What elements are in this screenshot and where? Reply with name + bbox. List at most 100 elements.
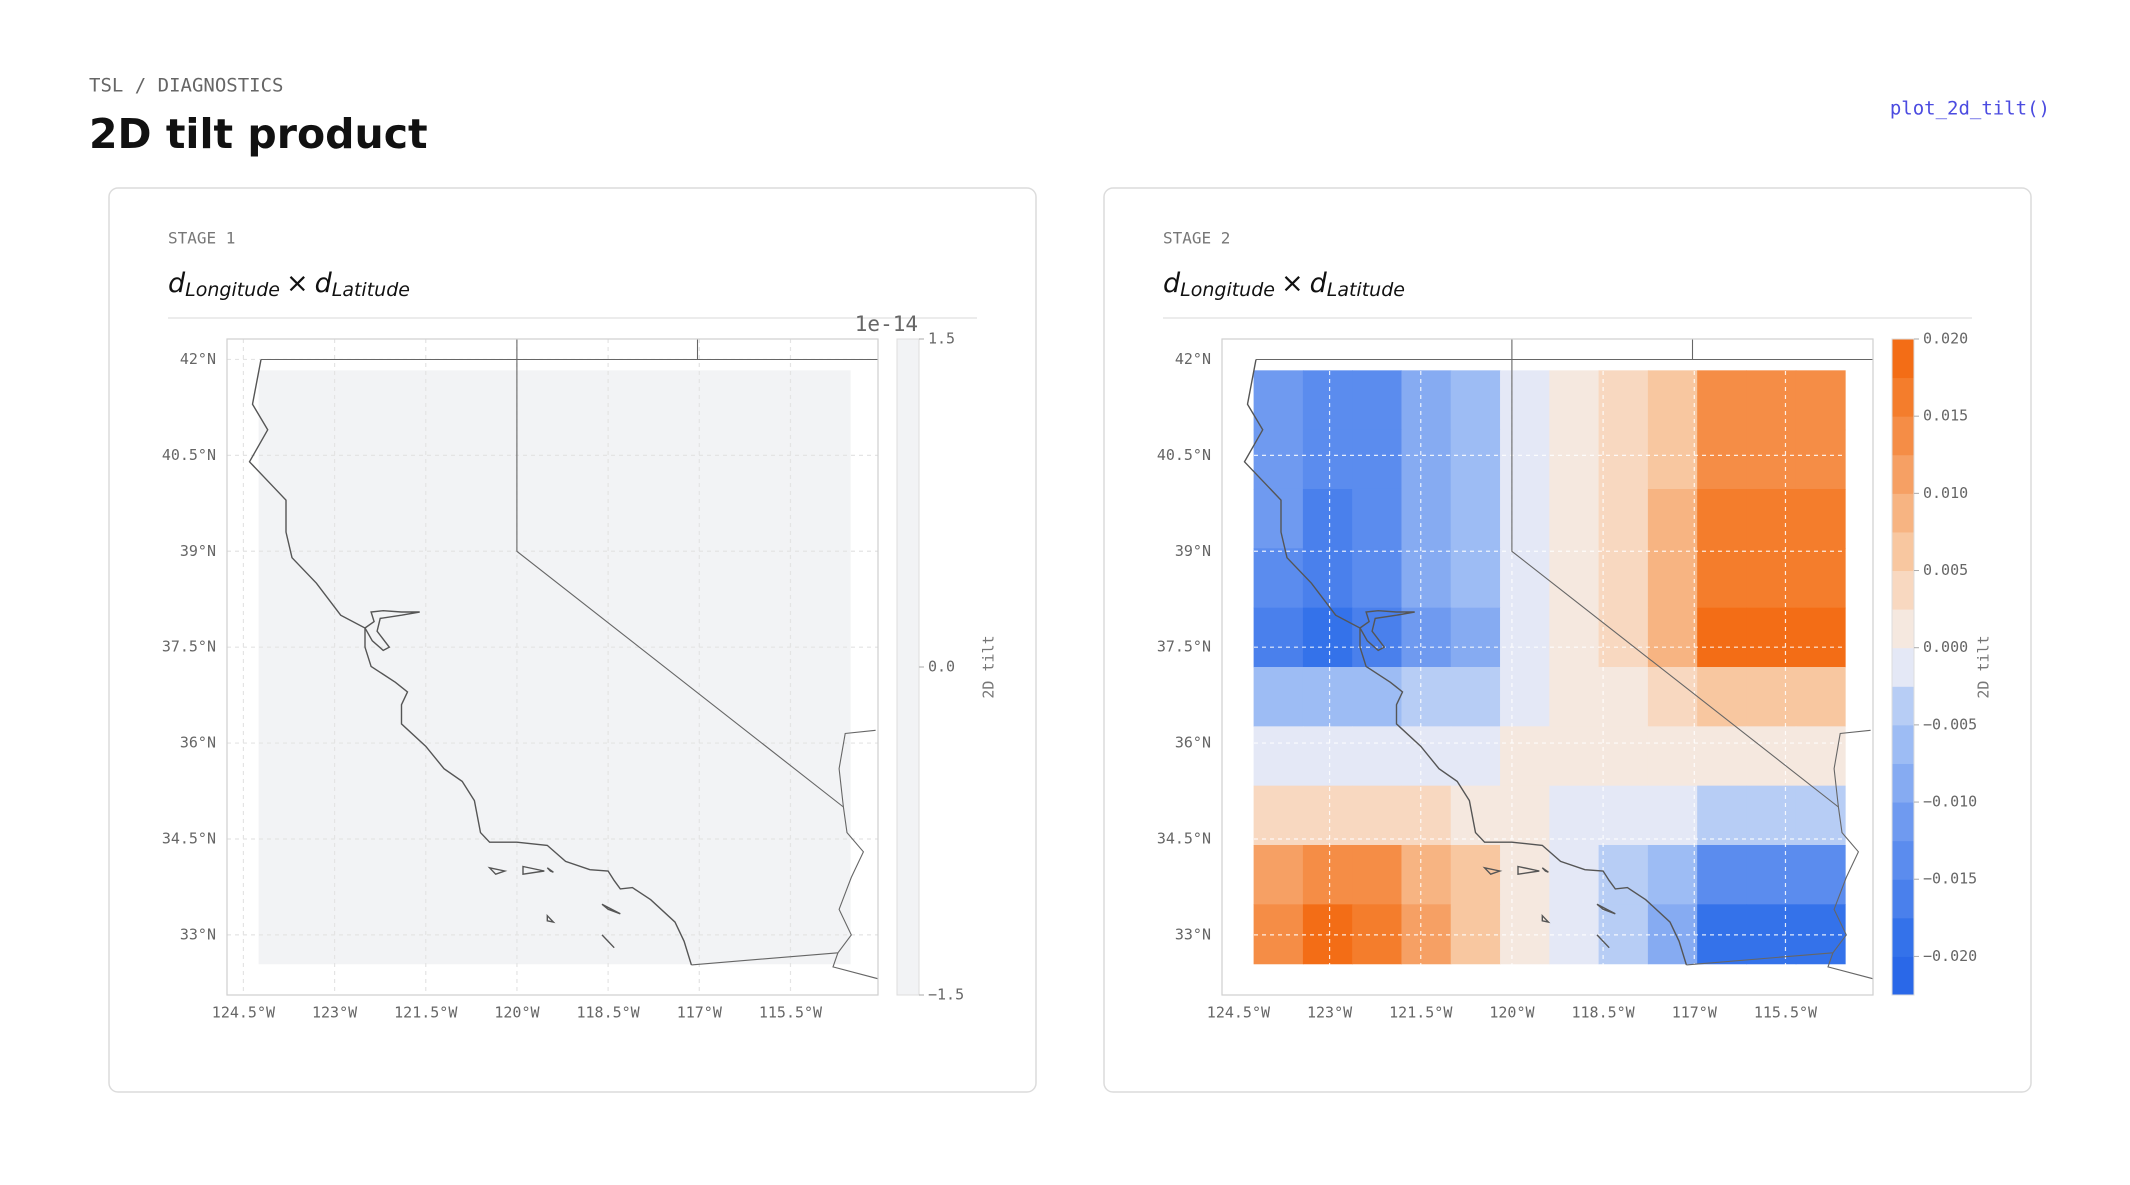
y-tick-label: 37.5°N: [1157, 638, 1211, 656]
y-tick-label: 39°N: [180, 542, 216, 560]
field-cell: [1450, 370, 1501, 431]
field-cell: [1598, 607, 1649, 668]
field-cell: [1647, 726, 1698, 787]
field-cell: [1647, 429, 1698, 490]
colorbar-band: [1892, 686, 1914, 726]
colorbar-tick-label: −0.005: [1923, 715, 1977, 733]
field-cell: [1500, 785, 1550, 846]
island: [1541, 913, 1551, 924]
x-tick-label: 121.5°W: [394, 1004, 458, 1022]
field-cell: [1253, 726, 1304, 787]
colorbar-tick-label: −1.5: [928, 986, 964, 1004]
field-cell: [1549, 667, 1600, 727]
field-cell: [1450, 904, 1501, 965]
field-cell: [1598, 845, 1649, 905]
state-border: [1511, 339, 1839, 808]
field-cell: [1795, 488, 1846, 549]
colorbar-offset: 1e-14: [855, 312, 918, 336]
field-cell: [1500, 488, 1550, 549]
field-cell: [1450, 726, 1501, 787]
field-cell: [1401, 370, 1452, 431]
field-cell: [1352, 488, 1403, 549]
y-tick-label: 34.5°N: [162, 829, 216, 847]
field-cell: [1795, 667, 1846, 727]
colorbar-band: [1892, 531, 1914, 572]
field-cell: [1647, 667, 1698, 727]
field-cell: [1697, 607, 1748, 668]
state-border: [1833, 729, 1871, 808]
field-cell: [1598, 726, 1649, 787]
field-cell: [1549, 726, 1600, 787]
coastline: [248, 359, 693, 966]
field-cell: [1302, 726, 1353, 787]
field-cell: [1697, 785, 1748, 846]
field-cell: [1647, 548, 1698, 609]
field-cell: [1795, 607, 1846, 668]
x-tick-label: 118.5°W: [1572, 1004, 1636, 1022]
title-part: Longitude: [185, 279, 280, 301]
island: [522, 865, 545, 876]
field-cell: [1697, 726, 1748, 787]
field-cell: [1697, 845, 1748, 905]
field-cell: [1401, 548, 1452, 609]
field-cell: [1253, 370, 1304, 431]
field-cell: [1697, 429, 1748, 490]
island: [1596, 934, 1610, 949]
field-cell: [1302, 785, 1353, 846]
field-cell: [1746, 726, 1797, 787]
colorbar-tick-label: 0.005: [1923, 561, 1968, 579]
panel-title: dLongitude × dLatitude: [168, 268, 410, 301]
title-part: d: [1310, 268, 1328, 299]
field-cell: [1450, 548, 1501, 609]
x-tick-label: 120°W: [1489, 1004, 1535, 1022]
field-cell: [1549, 785, 1600, 846]
field-cell: [1746, 370, 1797, 431]
colorbar-band: [1892, 917, 1914, 957]
field-cell: [1302, 429, 1353, 490]
field-cell: [1450, 429, 1501, 490]
field-cell: [1500, 429, 1550, 490]
field-cell: [1746, 904, 1797, 965]
colorbar-band: [1892, 416, 1914, 456]
title-part: ×: [286, 268, 309, 299]
title-part: d: [1163, 268, 1181, 299]
field-cell: [1450, 667, 1501, 727]
field-cell: [1697, 548, 1748, 609]
field-cell: [1401, 845, 1452, 905]
field-cell: [1746, 548, 1797, 609]
field-cell: [1401, 488, 1452, 549]
x-tick-label: 118.5°W: [577, 1004, 641, 1022]
x-tick-label: 115.5°W: [1754, 1004, 1818, 1022]
title-part: d: [315, 268, 333, 299]
island: [487, 866, 508, 876]
colorbar-tick-label: 0.015: [1923, 407, 1968, 425]
field-cell: [1647, 488, 1698, 549]
function-name: plot_2d_tilt(): [1890, 98, 2050, 120]
field-cell: [258, 370, 851, 965]
field-cell: [1253, 607, 1304, 668]
colorbar-band: [1892, 647, 1914, 687]
field-cell: [1352, 845, 1403, 905]
y-tick-label: 36°N: [180, 734, 216, 752]
field-cell: [1401, 607, 1452, 668]
field-cell: [1746, 488, 1797, 549]
colorbar-band: [1892, 840, 1914, 880]
x-tick-label: 124.5°W: [1207, 1004, 1271, 1022]
page-title: 2D tilt product: [89, 110, 428, 158]
x-tick-label: 121.5°W: [1389, 1004, 1453, 1022]
field-cell: [1746, 667, 1797, 727]
colorbar-band: [1892, 879, 1914, 919]
colorbar-band: [1892, 377, 1914, 417]
field-cell: [1302, 488, 1353, 549]
island: [601, 934, 615, 949]
island: [1596, 903, 1616, 915]
field-cell: [1500, 667, 1550, 727]
field-cell: [1500, 607, 1550, 668]
plot-frame: [1221, 338, 1874, 996]
field-cell: [1450, 488, 1501, 549]
field-cell: [1302, 370, 1353, 431]
field-cell: [1746, 607, 1797, 668]
